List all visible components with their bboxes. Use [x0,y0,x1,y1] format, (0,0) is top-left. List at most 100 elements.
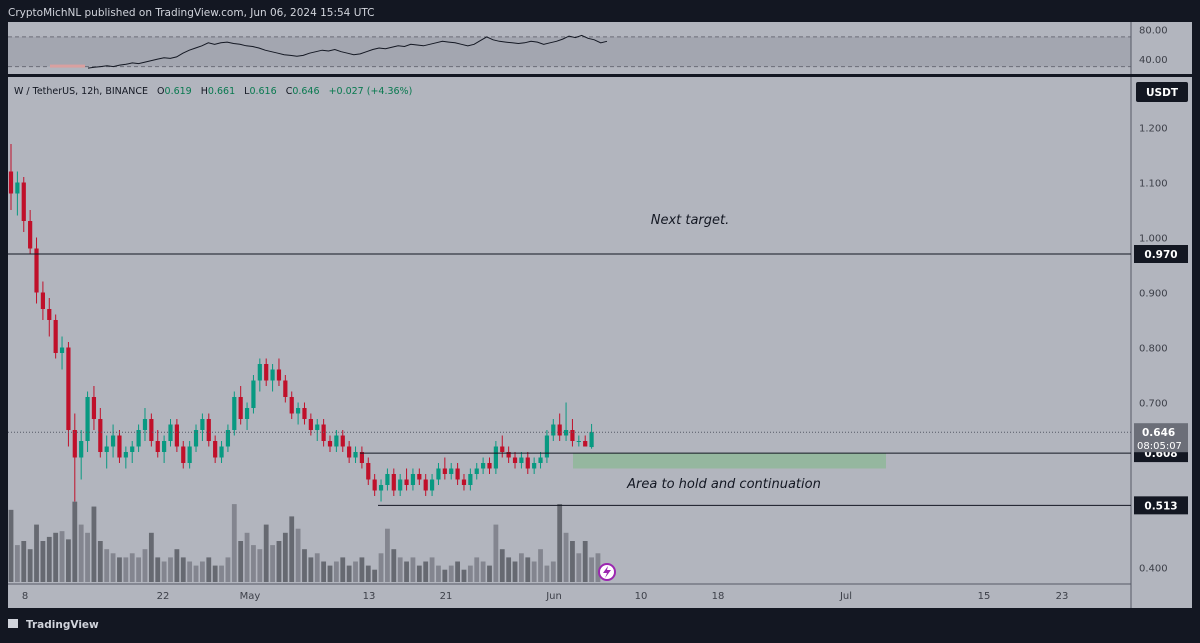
candle-body [544,435,550,458]
candle [544,430,550,463]
candle [455,463,460,485]
volume-bar [550,561,556,582]
candle [436,463,441,485]
candle-body [589,432,594,448]
candle-body [238,397,243,419]
volume-bar [295,528,301,582]
candle [193,424,199,452]
candle [315,419,320,441]
candle-body [506,452,511,458]
candle-body [570,430,575,441]
legend-low-label: L [244,86,250,97]
candle [244,402,250,430]
candle [359,446,364,469]
candle-body [455,468,460,480]
candle [162,435,167,463]
volume-bar [346,565,352,582]
volume-bar [276,541,282,582]
candle [136,424,141,452]
candle [417,468,422,485]
volume-bar [142,549,148,582]
volume-bar [187,561,193,582]
candle [302,402,307,425]
lightning-icon-glyph [603,566,611,578]
candle [385,468,390,491]
current-price-badge [1134,423,1188,453]
volume-bar [66,539,71,582]
currency-badge[interactable] [1136,82,1188,102]
lightning-icon[interactable] [598,563,616,581]
legend-open-label: O [157,86,164,97]
candle-body [206,419,211,441]
volume-bar [148,532,154,582]
candle-body [72,430,77,458]
legend-high-label: H [201,86,208,97]
current-price-label: 0.646 [1142,427,1175,439]
candle-body [283,380,288,397]
candle-body [15,182,20,194]
volume-bar [219,565,224,582]
candle-body [340,435,345,447]
candle-body [321,424,326,441]
volume-bar [321,561,327,582]
candle-body [442,468,447,474]
candle [551,419,556,441]
candle-body [583,441,588,447]
candle [181,441,186,469]
x-tick-label: 13 [363,591,376,602]
candle [347,441,352,463]
volume-bar [251,545,256,582]
svg-text:W / TetherUS, 12h, BINANCE: W / TetherUS, 12h, BINANCE O0.619 H0.661… [14,86,412,97]
level-label-bg [1134,245,1188,263]
level-label: 0.513 [1144,500,1177,512]
candle [398,474,403,496]
volume-bar [314,553,320,582]
volume-bar [263,524,269,582]
candle [28,210,33,254]
annotation-next-target: Next target. [651,213,730,228]
candle-body [398,479,403,491]
candle [583,435,588,447]
candle [442,457,447,480]
candle-body [289,397,294,414]
y-tick-label: 0.400 [1139,564,1168,575]
candle-body [53,320,58,353]
ohlc-legend: W / TetherUS, 12h, BINANCE O0.619 H0.661… [14,86,412,97]
zone-layer [573,453,886,469]
volume-bar [206,557,212,582]
volume-bar [53,532,59,582]
candle [334,430,339,452]
volume-layer [8,501,601,582]
volume-bar [97,541,103,582]
candle-body [347,446,352,458]
candle [461,474,467,491]
volume-bar [404,561,409,582]
candle [104,435,109,469]
candle-body [168,424,173,441]
candle-body [423,479,428,491]
candle [219,441,224,463]
candle-body [8,171,14,194]
volume-bar [570,541,575,582]
y-tick-label: 0.800 [1139,344,1168,355]
candle-body [257,364,262,381]
candle [366,457,371,485]
candle-body [551,424,556,436]
volume-bar [385,528,390,582]
volume-bar [225,557,231,582]
volume-bar [372,569,378,582]
candle [264,358,269,386]
candle-body [353,452,358,458]
x-tick-label: 21 [440,591,453,602]
rsi-line [87,34,608,69]
candle-body [174,424,179,447]
volume-bar [582,541,588,582]
candle-body [270,369,275,381]
candle-body [563,430,569,436]
candle-body [123,452,128,458]
candle-body [47,309,52,320]
candle-body [59,347,65,353]
candle [538,452,543,469]
candle-body [391,474,396,491]
volume-bar [257,549,263,582]
